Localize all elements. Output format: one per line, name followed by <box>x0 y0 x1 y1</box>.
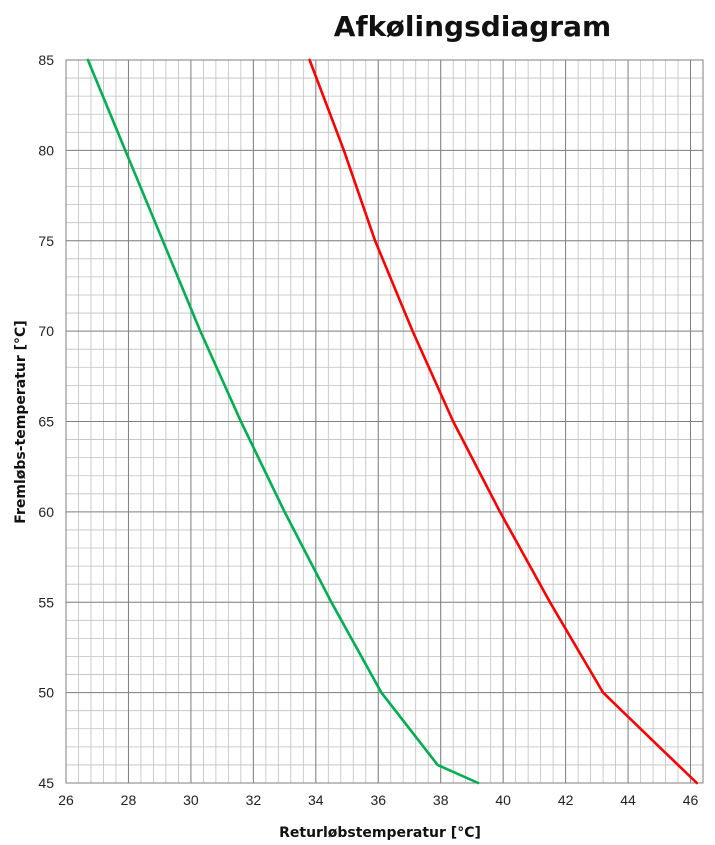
y-tick-label: 50 <box>38 685 54 701</box>
x-tick-label: 40 <box>495 792 511 808</box>
series-line-red <box>308 58 699 785</box>
y-tick-label: 55 <box>38 594 54 610</box>
x-tick-label: 36 <box>370 792 386 808</box>
y-tick-label: 65 <box>38 414 54 430</box>
y-tick-label: 80 <box>38 142 54 158</box>
x-tick-label: 26 <box>58 792 74 808</box>
x-tick-label: 28 <box>121 792 137 808</box>
series-layer <box>86 58 699 785</box>
y-tick-label: 45 <box>38 775 54 791</box>
y-tick-labels: 45 50 55 60 65 70 75 80 85 <box>38 52 54 791</box>
x-tick-label: 32 <box>246 792 262 808</box>
chart-title: Afkølingsdiagram <box>333 10 612 43</box>
x-tick-label: 34 <box>308 792 324 808</box>
y-tick-label: 85 <box>38 52 54 68</box>
y-axis-label: Fremløbs-temperatur [°C] <box>13 320 29 523</box>
y-tick-label: 60 <box>38 504 54 520</box>
y-tick-label: 70 <box>38 323 54 339</box>
x-tick-labels: 26 28 30 32 34 36 38 40 42 44 46 <box>58 792 698 808</box>
x-tick-label: 42 <box>558 792 574 808</box>
x-tick-label: 46 <box>683 792 699 808</box>
y-tick-label: 75 <box>38 233 54 249</box>
x-axis-label: Returløbstemperatur [°C] <box>279 825 481 841</box>
series-line-green <box>86 58 480 785</box>
x-tick-label: 30 <box>183 792 199 808</box>
x-tick-label: 38 <box>433 792 449 808</box>
x-tick-label: 44 <box>620 792 636 808</box>
plot-area-frame <box>65 59 704 784</box>
